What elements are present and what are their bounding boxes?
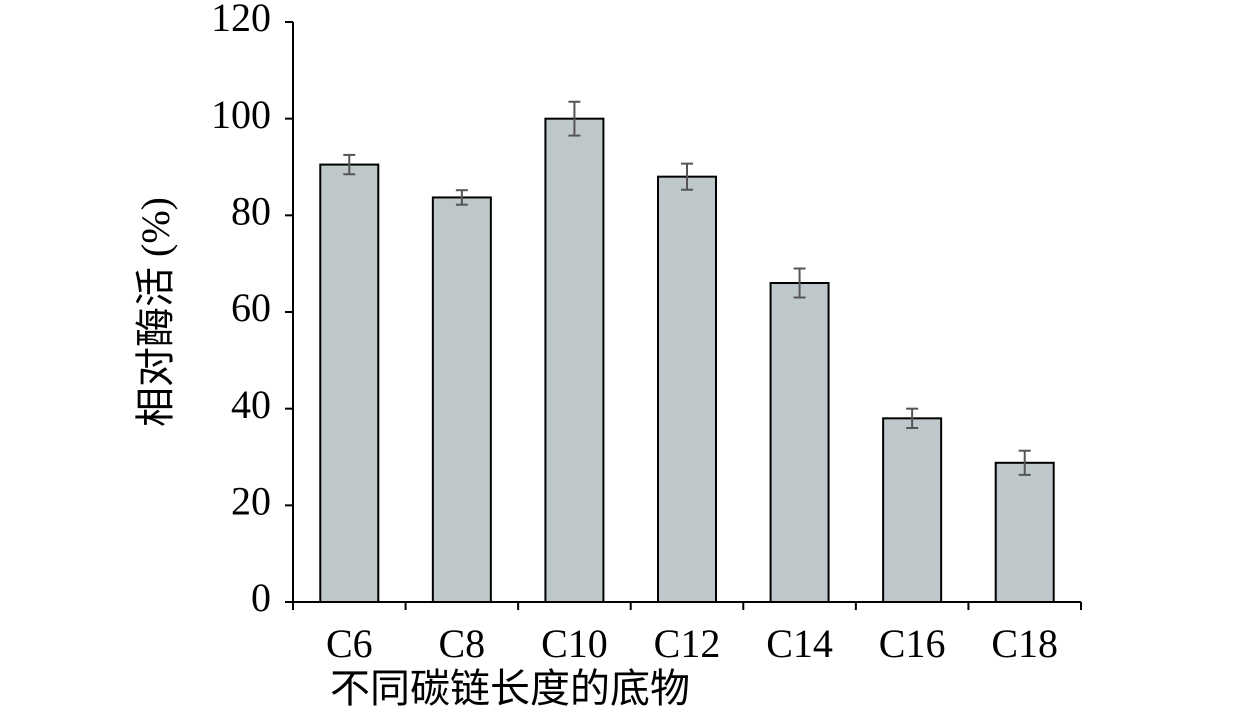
x-tick-label: C10 [541,621,608,666]
error-bar [793,267,806,299]
y-tick-label: 120 [211,0,271,40]
error-bar [455,189,468,206]
x-axis-label: 不同碳链长度的底物 [330,666,690,711]
y-tick-label: 40 [231,382,271,427]
error-bar [906,407,919,429]
x-tick-label: C18 [991,621,1058,666]
x-tick-label: C14 [766,621,833,666]
bar [544,117,605,604]
x-tick-label: C16 [879,621,946,666]
x-tick-label: C6 [326,621,373,666]
error-bar [1018,449,1031,476]
y-tick-label: 0 [251,575,271,620]
bar [319,163,380,603]
error-bar [568,100,581,137]
error-bar [343,153,356,176]
y-tick-label: 80 [231,189,271,234]
bar [431,196,492,603]
bar [882,417,943,604]
bar [657,175,717,604]
y-tick-label: 60 [231,285,271,330]
x-tick-label: C8 [439,621,486,666]
y-axis-label: 相对酶活 (%) [133,197,178,427]
x-tick-label: C12 [654,621,721,666]
bar [994,461,1055,603]
error-bar [681,162,693,191]
y-tick-label: 100 [211,92,271,137]
y-tick-label: 20 [231,479,271,524]
bar [769,282,830,603]
